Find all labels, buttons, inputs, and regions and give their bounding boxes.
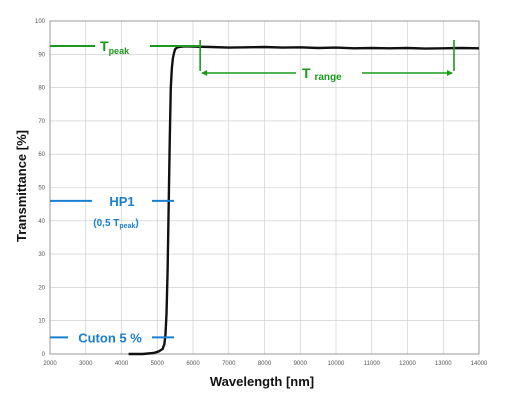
cuton-label: Cuton 5 % [78, 330, 142, 345]
x-tick-label: 5000 [151, 361, 165, 367]
y-tick-label: 20 [38, 285, 45, 291]
x-tick-label: 13000 [435, 361, 452, 367]
y-tick-label: 100 [35, 19, 46, 25]
y-tick-label: 10 [38, 319, 45, 325]
series-line [128, 45, 480, 356]
t-peak-label: Tpeak [100, 38, 130, 56]
hp1-label: HP1 [109, 194, 134, 209]
grid [49, 20, 480, 355]
y-tick-label: 50 [38, 186, 45, 192]
x-tick-label: 14000 [471, 361, 488, 367]
transmittance-curve [128, 45, 480, 356]
x-axis-title: Wavelength [nm] [210, 374, 314, 389]
x-tick-label: 11000 [364, 361, 381, 367]
x-tick-label: 2000 [43, 361, 57, 367]
y-tick-label: 60 [38, 152, 45, 158]
t-range-label: T range [302, 65, 342, 83]
annotations: Tpeak T range HP1 (0,5 Tpeak) Cuton 5 % [50, 38, 455, 345]
x-tick-label: 4000 [115, 361, 129, 367]
y-tick-label: 90 [38, 52, 45, 58]
x-tick-label: 9000 [294, 361, 308, 367]
t-range-arrow-left [201, 70, 208, 76]
x-tick-label: 12000 [399, 361, 416, 367]
t-range-arrow-right [446, 70, 453, 76]
x-tick-label: 10000 [328, 361, 345, 367]
y-tick-label: 40 [38, 219, 45, 225]
y-tick-label: 30 [38, 252, 45, 258]
hp1-sublabel: (0,5 Tpeak) [93, 218, 138, 230]
y-tick-label: 70 [38, 119, 45, 125]
y-tick-label: 0 [42, 352, 46, 358]
x-tick-label: 7000 [222, 361, 236, 367]
plot-frame [49, 20, 480, 355]
x-tick-labels: 2000 3000 4000 5000 6000 7000 8000 9000 10000 110… [43, 361, 488, 367]
x-tick-label: 3000 [79, 361, 93, 367]
x-tick-label: 8000 [258, 361, 272, 367]
y-tick-label: 80 [38, 86, 45, 92]
x-tick-label: 6000 [186, 361, 200, 367]
y-axis-title: Transmittance [%] [14, 130, 29, 242]
y-tick-labels: 0 10 20 30 40 50 60 70 80 90 100 [35, 19, 46, 358]
